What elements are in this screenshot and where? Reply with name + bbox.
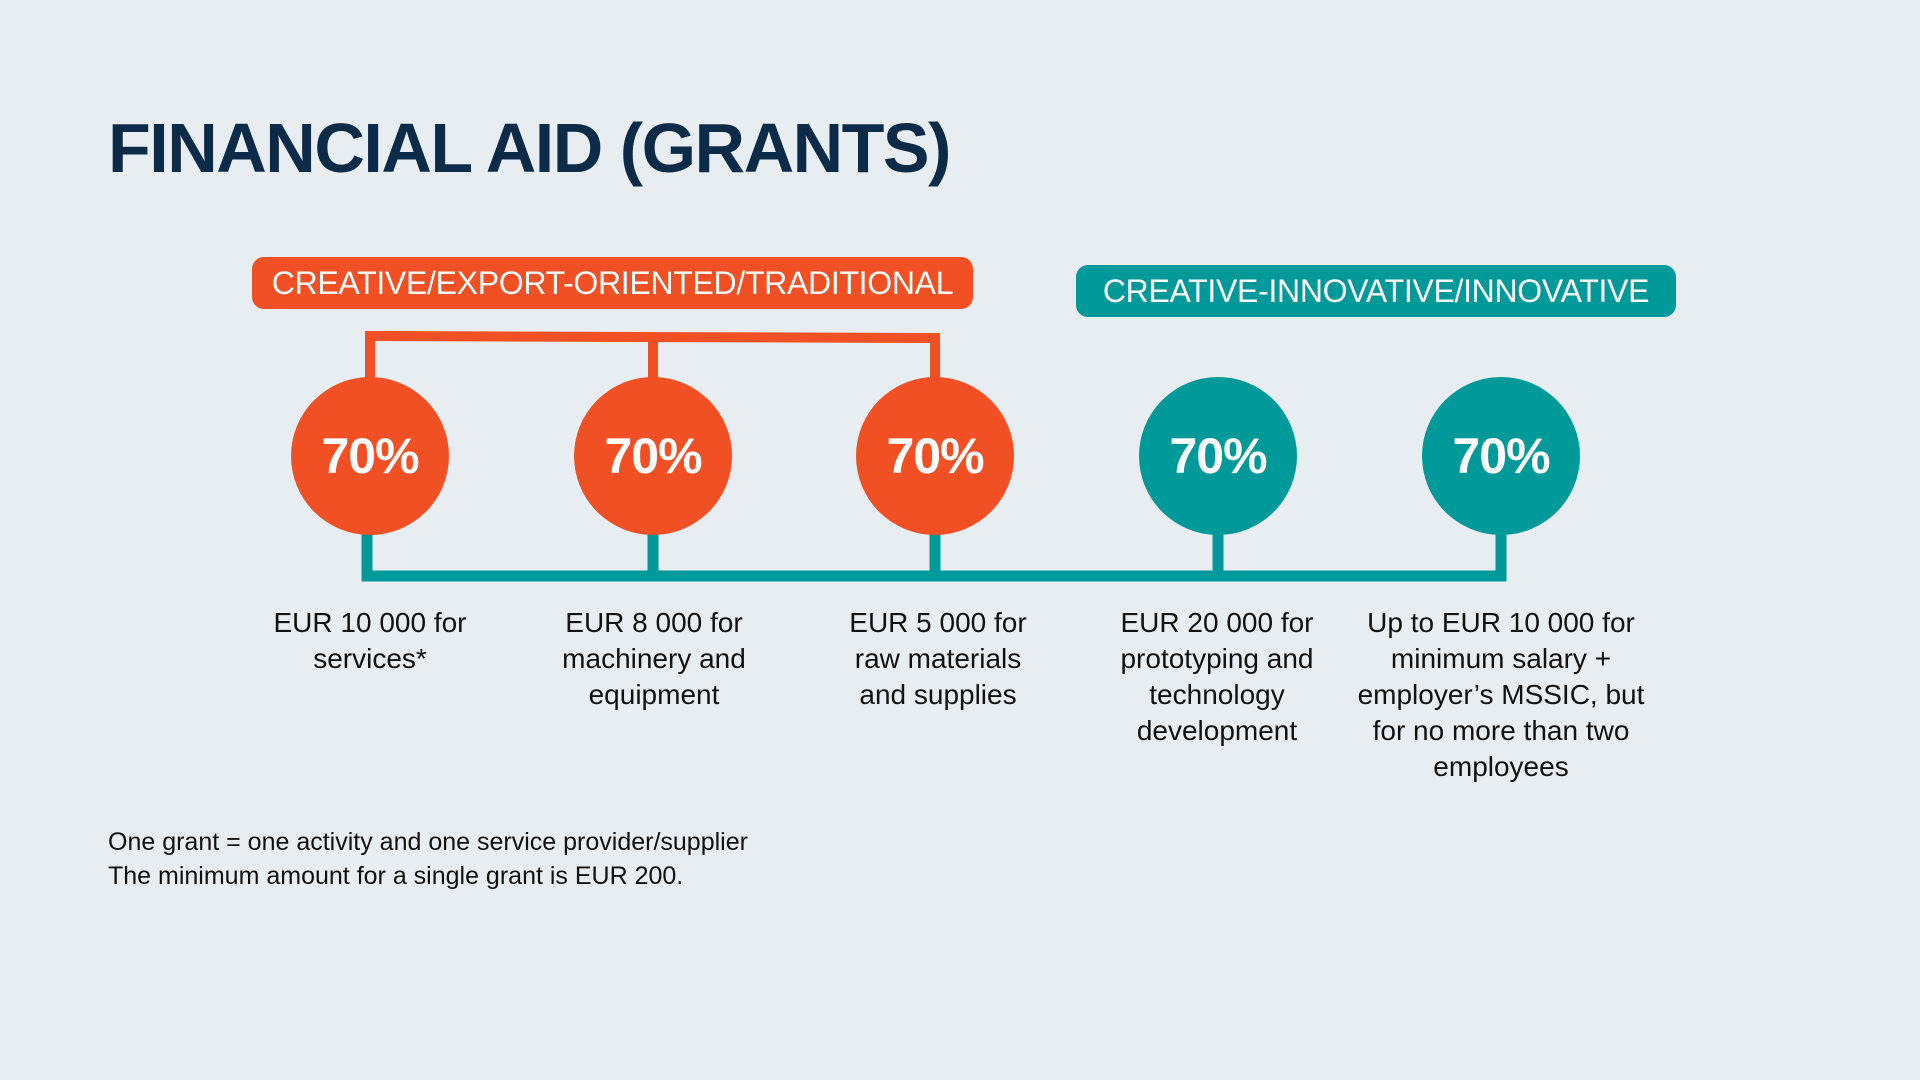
grant-circle-machinery: 70% — [574, 377, 732, 535]
group-label-creative-innovative: CREATIVE-INNOVATIVE/INNOVATIVE — [1076, 265, 1676, 317]
grant-circle-raw-materials: 70% — [856, 377, 1014, 535]
group-label-creative-export-traditional: CREATIVE/EXPORT-ORIENTED/TRADITIONAL — [252, 257, 973, 309]
description-line: technology — [1149, 679, 1285, 710]
grant-description-machinery: EUR 8 000 for machinery and equipment — [509, 605, 799, 713]
description-line: EUR 20 000 for — [1120, 607, 1314, 638]
description-line: Up to EUR 10 000 for — [1367, 607, 1635, 638]
group-label-text: CREATIVE-INNOVATIVE/INNOVATIVE — [1102, 272, 1650, 309]
description-line: EUR 10 000 for — [273, 607, 467, 638]
grant-circle-salary: 70% — [1422, 377, 1580, 535]
footnote-minimum-amount: The minimum amount for a single grant is… — [108, 862, 684, 890]
page-title: FINANCIAL AID (GRANTS) — [108, 109, 951, 187]
grant-circle-prototyping: 70% — [1139, 377, 1297, 535]
percent-value: 70% — [1169, 428, 1267, 484]
percent-value: 70% — [604, 428, 702, 484]
description-line: equipment — [588, 679, 720, 710]
grant-description-services: EUR 10 000 for services* — [225, 605, 515, 677]
grant-circle-services: 70% — [291, 377, 449, 535]
description-line: and supplies — [859, 679, 1017, 710]
grant-description-prototyping: EUR 20 000 for prototyping and technolog… — [1072, 605, 1362, 749]
percent-value: 70% — [321, 428, 419, 484]
description-line: services* — [313, 643, 427, 674]
description-line: for no more than two — [1372, 715, 1630, 746]
grant-description-salary: Up to EUR 10 000 for minimum salary + em… — [1345, 605, 1657, 785]
description-line: EUR 8 000 for — [565, 607, 743, 638]
description-line: EUR 5 000 for — [849, 607, 1027, 638]
description-line: machinery and — [562, 643, 746, 674]
grant-description-raw-materials: EUR 5 000 for raw materials and supplies — [793, 605, 1083, 713]
description-line: employees — [1433, 751, 1569, 782]
description-line: raw materials — [854, 643, 1022, 674]
description-line: employer’s MSSIC, but — [1357, 679, 1645, 710]
group-label-text: CREATIVE/EXPORT-ORIENTED/TRADITIONAL — [271, 264, 954, 301]
description-line: prototyping and — [1120, 643, 1314, 674]
description-line: minimum salary + — [1390, 643, 1612, 674]
percent-value: 70% — [1452, 428, 1550, 484]
footnote-one-grant: One grant = one activity and one service… — [108, 828, 748, 856]
percent-value: 70% — [886, 428, 984, 484]
description-line: development — [1136, 715, 1298, 746]
